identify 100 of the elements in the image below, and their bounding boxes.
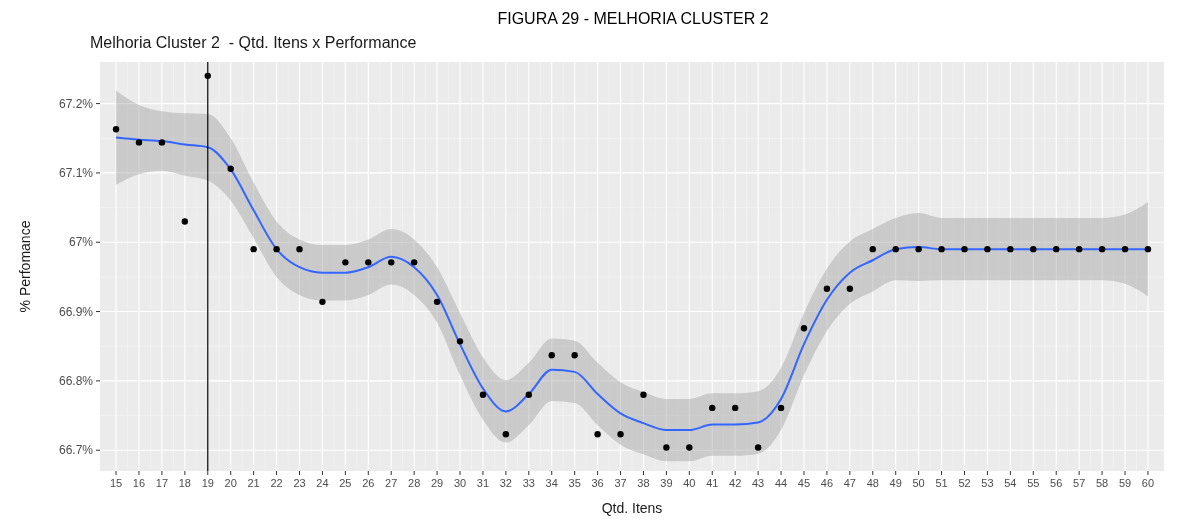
point — [915, 245, 922, 253]
point — [479, 391, 487, 398]
point — [410, 259, 418, 266]
point — [296, 245, 303, 253]
point — [823, 285, 831, 292]
point — [1144, 245, 1152, 253]
x-tick-label: 43 — [752, 477, 765, 489]
point — [1030, 245, 1037, 253]
point — [846, 285, 854, 292]
point — [869, 245, 876, 253]
point — [571, 352, 578, 359]
x-tick-label: 28 — [408, 477, 421, 489]
x-tick-label: 25 — [339, 477, 352, 489]
point — [227, 165, 234, 172]
x-tick-label: 50 — [912, 477, 925, 489]
x-tick-label: 52 — [958, 477, 971, 489]
chart-title: FIGURA 29 - MELHORIA CLUSTER 2 — [497, 10, 769, 27]
y-tick-label: 67% — [68, 235, 94, 250]
point — [984, 245, 991, 253]
point — [250, 245, 257, 253]
point — [1053, 245, 1060, 253]
point — [754, 444, 762, 451]
x-tick-label: 49 — [889, 477, 902, 489]
chart-subtitle: Melhoria Cluster 2 - Qtd. Itens x Performance — [90, 34, 417, 51]
x-tick-label: 31 — [476, 477, 490, 489]
x-tick-label: 33 — [522, 477, 535, 489]
x-tick-label: 24 — [316, 477, 329, 489]
x-tick-label: 56 — [1050, 477, 1063, 489]
x-tick-label: 55 — [1027, 477, 1040, 489]
point — [158, 139, 166, 146]
x-tick-label: 39 — [660, 477, 673, 489]
point — [181, 218, 189, 225]
x-tick-label: 17 — [155, 477, 169, 489]
x-tick-label: 59 — [1118, 477, 1132, 489]
x-tick-label: 53 — [981, 477, 994, 489]
point — [548, 352, 555, 359]
x-tick-label: 37 — [614, 477, 627, 489]
x-tick-label: 23 — [293, 477, 306, 489]
point — [892, 245, 899, 253]
x-tick-label: 41 — [706, 477, 719, 489]
x-tick-label: 42 — [729, 477, 742, 489]
y-tick-label: 66.8% — [58, 373, 94, 388]
x-tick-label: 27 — [385, 477, 398, 489]
x-tick-label: 48 — [866, 477, 879, 489]
point — [777, 404, 785, 412]
x-tick-label: 35 — [568, 477, 581, 489]
point — [1121, 245, 1129, 253]
x-tick-label: 45 — [797, 477, 811, 489]
y-tick-label: 67.1% — [58, 165, 94, 180]
x-tick-label: 40 — [683, 477, 696, 489]
x-tick-label: 26 — [362, 477, 375, 489]
y-tick-label: 67.2% — [58, 96, 94, 111]
point — [388, 259, 395, 266]
x-tick-label: 19 — [201, 477, 214, 489]
point — [640, 391, 647, 398]
x-tick-label: 22 — [270, 477, 283, 489]
point — [342, 259, 349, 266]
point — [112, 126, 120, 133]
point — [686, 444, 693, 451]
point — [525, 391, 533, 398]
x-axis-title: Qtd. Itens — [601, 500, 663, 516]
x-tick-label: 54 — [1004, 477, 1017, 489]
point — [961, 245, 968, 253]
x-tick-label: 16 — [132, 477, 146, 489]
x-tick-label: 20 — [224, 477, 237, 489]
point — [709, 404, 716, 412]
x-tick-label: 15 — [109, 477, 123, 489]
x-tick-label: 58 — [1095, 477, 1109, 489]
x-tick-label: 21 — [247, 477, 260, 489]
x-tick-label: 18 — [178, 477, 191, 489]
x-tick-label: 46 — [820, 477, 834, 489]
point — [663, 444, 670, 451]
x-tick-label: 44 — [774, 477, 788, 489]
x-tick-label: 29 — [430, 477, 444, 489]
y-axis-title: % Perfomance — [17, 220, 33, 313]
point — [1075, 245, 1083, 253]
point — [594, 431, 601, 438]
x-tick-label: 34 — [545, 477, 558, 489]
point — [617, 431, 624, 438]
point — [1098, 245, 1106, 253]
x-tick-label: 57 — [1073, 477, 1086, 489]
x-tick-label: 32 — [499, 477, 512, 489]
x-tick-label: 60 — [1141, 477, 1155, 489]
x-tick-label: 51 — [935, 477, 948, 489]
point — [938, 245, 945, 253]
point — [731, 404, 739, 412]
point — [365, 259, 372, 266]
y-tick-label: 66.7% — [58, 443, 94, 458]
y-tick-label: 66.9% — [58, 304, 94, 319]
point — [456, 338, 464, 345]
x-tick-label: 36 — [591, 477, 604, 489]
point — [1007, 245, 1014, 253]
x-tick-label: 38 — [637, 477, 650, 489]
point — [319, 298, 326, 306]
x-tick-label: 30 — [453, 477, 467, 489]
point — [502, 431, 510, 438]
point — [135, 139, 143, 146]
x-tick-label: 47 — [843, 477, 856, 489]
point — [273, 245, 280, 253]
point — [433, 298, 441, 306]
